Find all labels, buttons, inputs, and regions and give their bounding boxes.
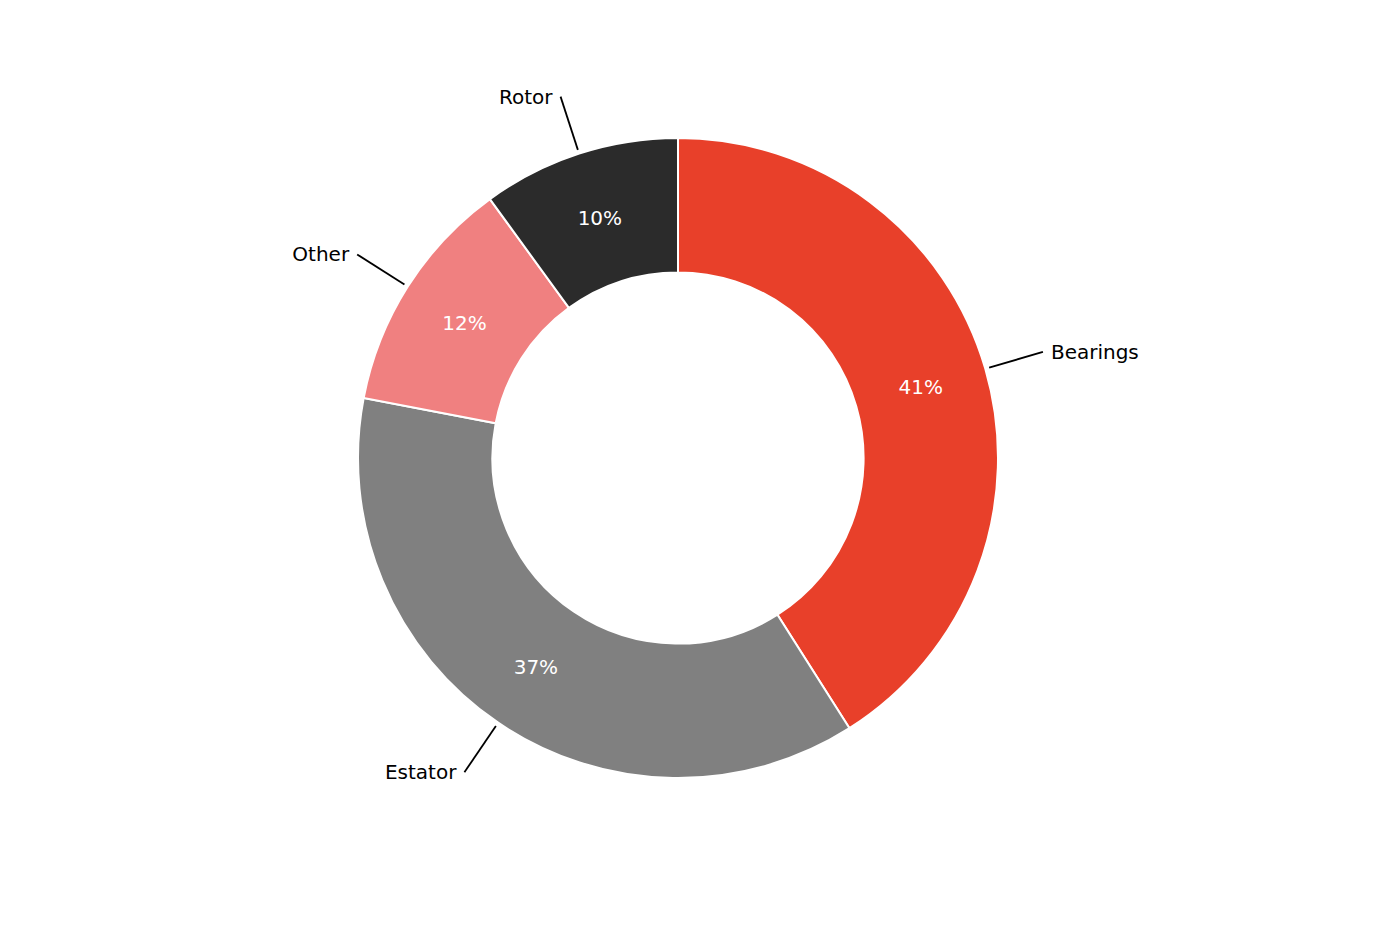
svg-text:37%: 37%: [514, 655, 558, 679]
svg-text:Bearings: Bearings: [1051, 340, 1139, 364]
svg-text:Other: Other: [292, 242, 350, 266]
svg-text:12%: 12%: [442, 311, 486, 335]
svg-text:Rotor: Rotor: [499, 85, 553, 109]
svg-text:Estator: Estator: [385, 760, 457, 784]
svg-text:10%: 10%: [578, 206, 622, 230]
svg-text:41%: 41%: [899, 375, 943, 399]
